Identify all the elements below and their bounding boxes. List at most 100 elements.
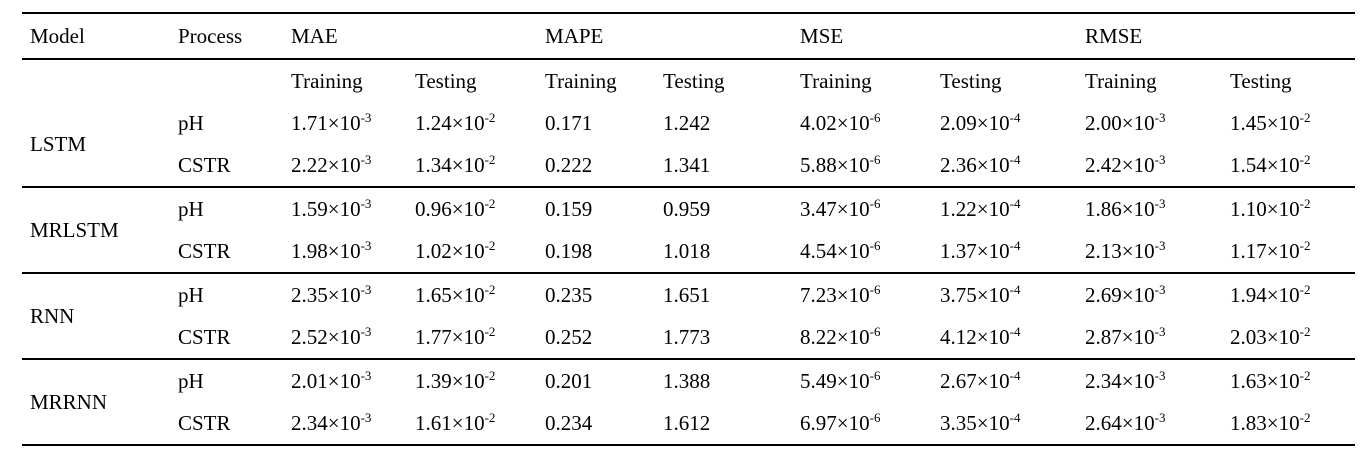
value-mantissa: 4.54×10 xyxy=(800,238,870,263)
value-mantissa: 2.64×10 xyxy=(1085,410,1155,435)
header-mape: MAPE xyxy=(537,13,793,60)
value-mantissa: 2.00×10 xyxy=(1085,110,1155,135)
value-cell: 1.54×10-2 xyxy=(1222,144,1356,188)
value-cell: 0.159 xyxy=(537,187,655,230)
subheader-training-mae: Training xyxy=(291,68,363,93)
value-cell: 4.54×10-6 xyxy=(792,230,933,274)
value-mantissa: 2.34×10 xyxy=(291,410,361,435)
table-row-mrlstm-cstr: CSTR 1.98×10-3 1.02×10-2 0.198 1.018 4.5… xyxy=(22,230,1356,274)
value-exponent: -4 xyxy=(1009,367,1021,383)
value-mantissa: 1.242 xyxy=(663,110,711,135)
value-cell: 1.773 xyxy=(655,316,793,360)
value-mantissa: 1.612 xyxy=(663,410,711,435)
value-cell: 0.222 xyxy=(537,144,656,188)
value-cell: 4.12×10-4 xyxy=(932,316,1078,360)
value-exponent: -6 xyxy=(869,281,881,297)
value-mantissa: 1.71×10 xyxy=(291,110,361,135)
value-exponent: -2 xyxy=(1299,237,1311,253)
process-cell: pH xyxy=(178,196,204,221)
value-cell: 1.02×10-2 xyxy=(407,230,538,274)
subheader-empty xyxy=(22,59,170,102)
value-exponent: -3 xyxy=(360,281,372,297)
value-exponent: -2 xyxy=(484,367,496,383)
value-exponent: -3 xyxy=(360,323,372,339)
value-cell: 3.47×10-6 xyxy=(792,187,932,230)
process-cell: CSTR xyxy=(170,316,283,360)
subheader-training-mse: Training xyxy=(800,68,872,93)
value-mantissa: 8.22×10 xyxy=(800,324,870,349)
value-mantissa: 7.23×10 xyxy=(800,282,870,307)
value-exponent: -2 xyxy=(1299,151,1311,167)
value-exponent: -4 xyxy=(1009,281,1021,297)
value-mantissa: 0.234 xyxy=(545,410,593,435)
value-exponent: -3 xyxy=(1154,237,1166,253)
value-cell: 2.67×10-4 xyxy=(932,359,1077,402)
value-mantissa: 3.35×10 xyxy=(940,410,1010,435)
value-cell: 0.96×10-2 xyxy=(407,187,537,230)
value-mantissa: 0.959 xyxy=(663,196,711,221)
value-cell: 2.52×10-3 xyxy=(283,316,407,360)
value-mantissa: 1.94×10 xyxy=(1230,282,1300,307)
table-row-rnn-ph: RNN pH 2.35×10-3 1.65×10-2 0.235 1.651 7… xyxy=(22,273,1355,360)
value-mantissa: 1.34×10 xyxy=(415,152,485,177)
value-mantissa: 0.201 xyxy=(545,368,593,393)
value-cell: 1.65×10-2 xyxy=(407,273,537,316)
value-mantissa: 6.97×10 xyxy=(800,410,870,435)
table-row-mrlstm-ph: MRLSTM pH 1.59×10-3 0.96×10-2 0.159 0.95… xyxy=(22,187,1355,274)
value-cell: 2.36×10-4 xyxy=(932,144,1078,188)
value-mantissa: 1.773 xyxy=(663,324,711,349)
value-cell: 0.234 xyxy=(537,402,656,446)
subheader-testing-mape: Testing xyxy=(663,68,725,93)
value-cell: 2.87×10-3 xyxy=(1077,316,1223,360)
value-mantissa: 1.22×10 xyxy=(940,196,1010,221)
model-name-cell: MRRNN xyxy=(22,359,170,446)
value-cell: 2.34×10-3 xyxy=(283,402,407,446)
value-exponent: -2 xyxy=(484,109,496,125)
value-exponent: -4 xyxy=(1009,409,1021,425)
value-cell: 0.959 xyxy=(655,187,792,230)
value-cell: 2.00×10-3 xyxy=(1077,102,1222,144)
value-cell: 2.35×10-3 xyxy=(283,273,407,316)
value-exponent: -2 xyxy=(1299,367,1311,383)
model-name-cell: LSTM xyxy=(22,102,170,188)
value-cell: 1.83×10-2 xyxy=(1222,402,1356,446)
value-exponent: -3 xyxy=(360,367,372,383)
value-exponent: -3 xyxy=(1154,409,1166,425)
value-mantissa: 1.59×10 xyxy=(291,196,361,221)
value-cell: 1.22×10-4 xyxy=(932,187,1077,230)
process-cell: pH xyxy=(178,368,204,393)
table-row-lstm-ph: LSTM pH 1.71×10-3 1.24×10-2 0.171 1.242 … xyxy=(22,102,1355,188)
value-exponent: -4 xyxy=(1009,109,1021,125)
value-cell: 1.388 xyxy=(655,359,792,402)
value-cell: 0.252 xyxy=(537,316,656,360)
value-cell: 2.01×10-3 xyxy=(283,359,407,402)
value-cell: 3.75×10-4 xyxy=(932,273,1077,316)
value-cell: 1.59×10-3 xyxy=(283,187,407,230)
value-exponent: -4 xyxy=(1009,323,1021,339)
subheader-testing-rmse: Testing xyxy=(1230,68,1292,93)
value-cell: 1.10×10-2 xyxy=(1222,187,1355,230)
value-mantissa: 1.388 xyxy=(663,368,711,393)
value-exponent: -4 xyxy=(1009,151,1021,167)
value-exponent: -2 xyxy=(484,195,496,211)
value-exponent: -2 xyxy=(484,323,496,339)
value-mantissa: 3.75×10 xyxy=(940,282,1010,307)
value-mantissa: 2.52×10 xyxy=(291,324,361,349)
header-model: Model xyxy=(22,13,170,60)
value-mantissa: 0.252 xyxy=(545,324,593,349)
value-mantissa: 0.159 xyxy=(545,196,593,221)
value-exponent: -3 xyxy=(1154,195,1166,211)
value-mantissa: 1.77×10 xyxy=(415,324,485,349)
value-cell: 1.39×10-2 xyxy=(407,359,537,402)
value-cell: 1.98×10-3 xyxy=(283,230,407,274)
table-row-mrrnn-ph: MRRNN pH 2.01×10-3 1.39×10-2 0.201 1.388… xyxy=(22,359,1355,446)
value-exponent: -6 xyxy=(869,323,881,339)
value-exponent: -3 xyxy=(360,409,372,425)
value-mantissa: 2.01×10 xyxy=(291,368,361,393)
subheader-training-rmse: Training xyxy=(1085,68,1157,93)
model-name-cell: RNN xyxy=(22,273,170,360)
table-subheader-row: Training Testing Training Testing Traini… xyxy=(22,59,1355,102)
value-exponent: -3 xyxy=(1154,151,1166,167)
process-cell: pH xyxy=(178,110,204,135)
value-mantissa: 1.341 xyxy=(663,152,711,177)
